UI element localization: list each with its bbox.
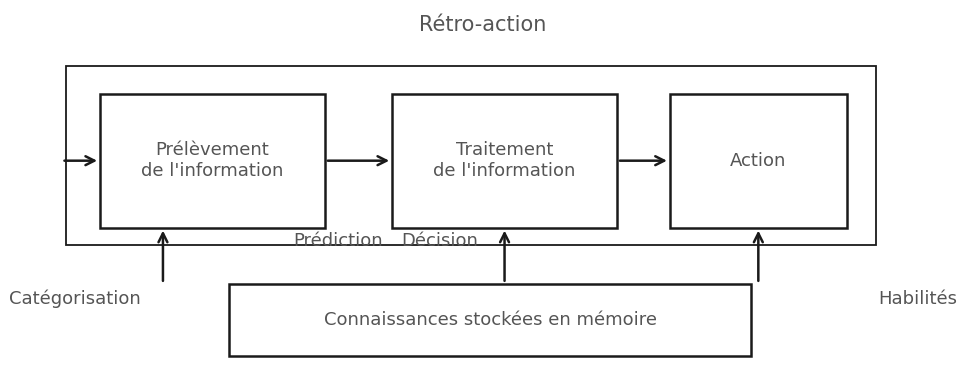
Text: Connaissances stockées en mémoire: Connaissances stockées en mémoire (324, 311, 657, 329)
Text: Rétro-action: Rétro-action (419, 14, 547, 35)
FancyBboxPatch shape (392, 94, 617, 228)
Text: Habilités: Habilités (878, 290, 957, 307)
Text: Catégorisation: Catégorisation (9, 289, 141, 308)
Text: Traitement
de l'information: Traitement de l'information (434, 141, 576, 180)
Text: Prédiction: Prédiction (293, 232, 383, 250)
FancyBboxPatch shape (669, 94, 847, 228)
Text: Action: Action (730, 152, 786, 170)
Text: Prélèvement
de l'information: Prélèvement de l'information (141, 141, 284, 180)
FancyBboxPatch shape (99, 94, 325, 228)
Text: Décision: Décision (402, 232, 478, 250)
FancyBboxPatch shape (229, 284, 752, 356)
